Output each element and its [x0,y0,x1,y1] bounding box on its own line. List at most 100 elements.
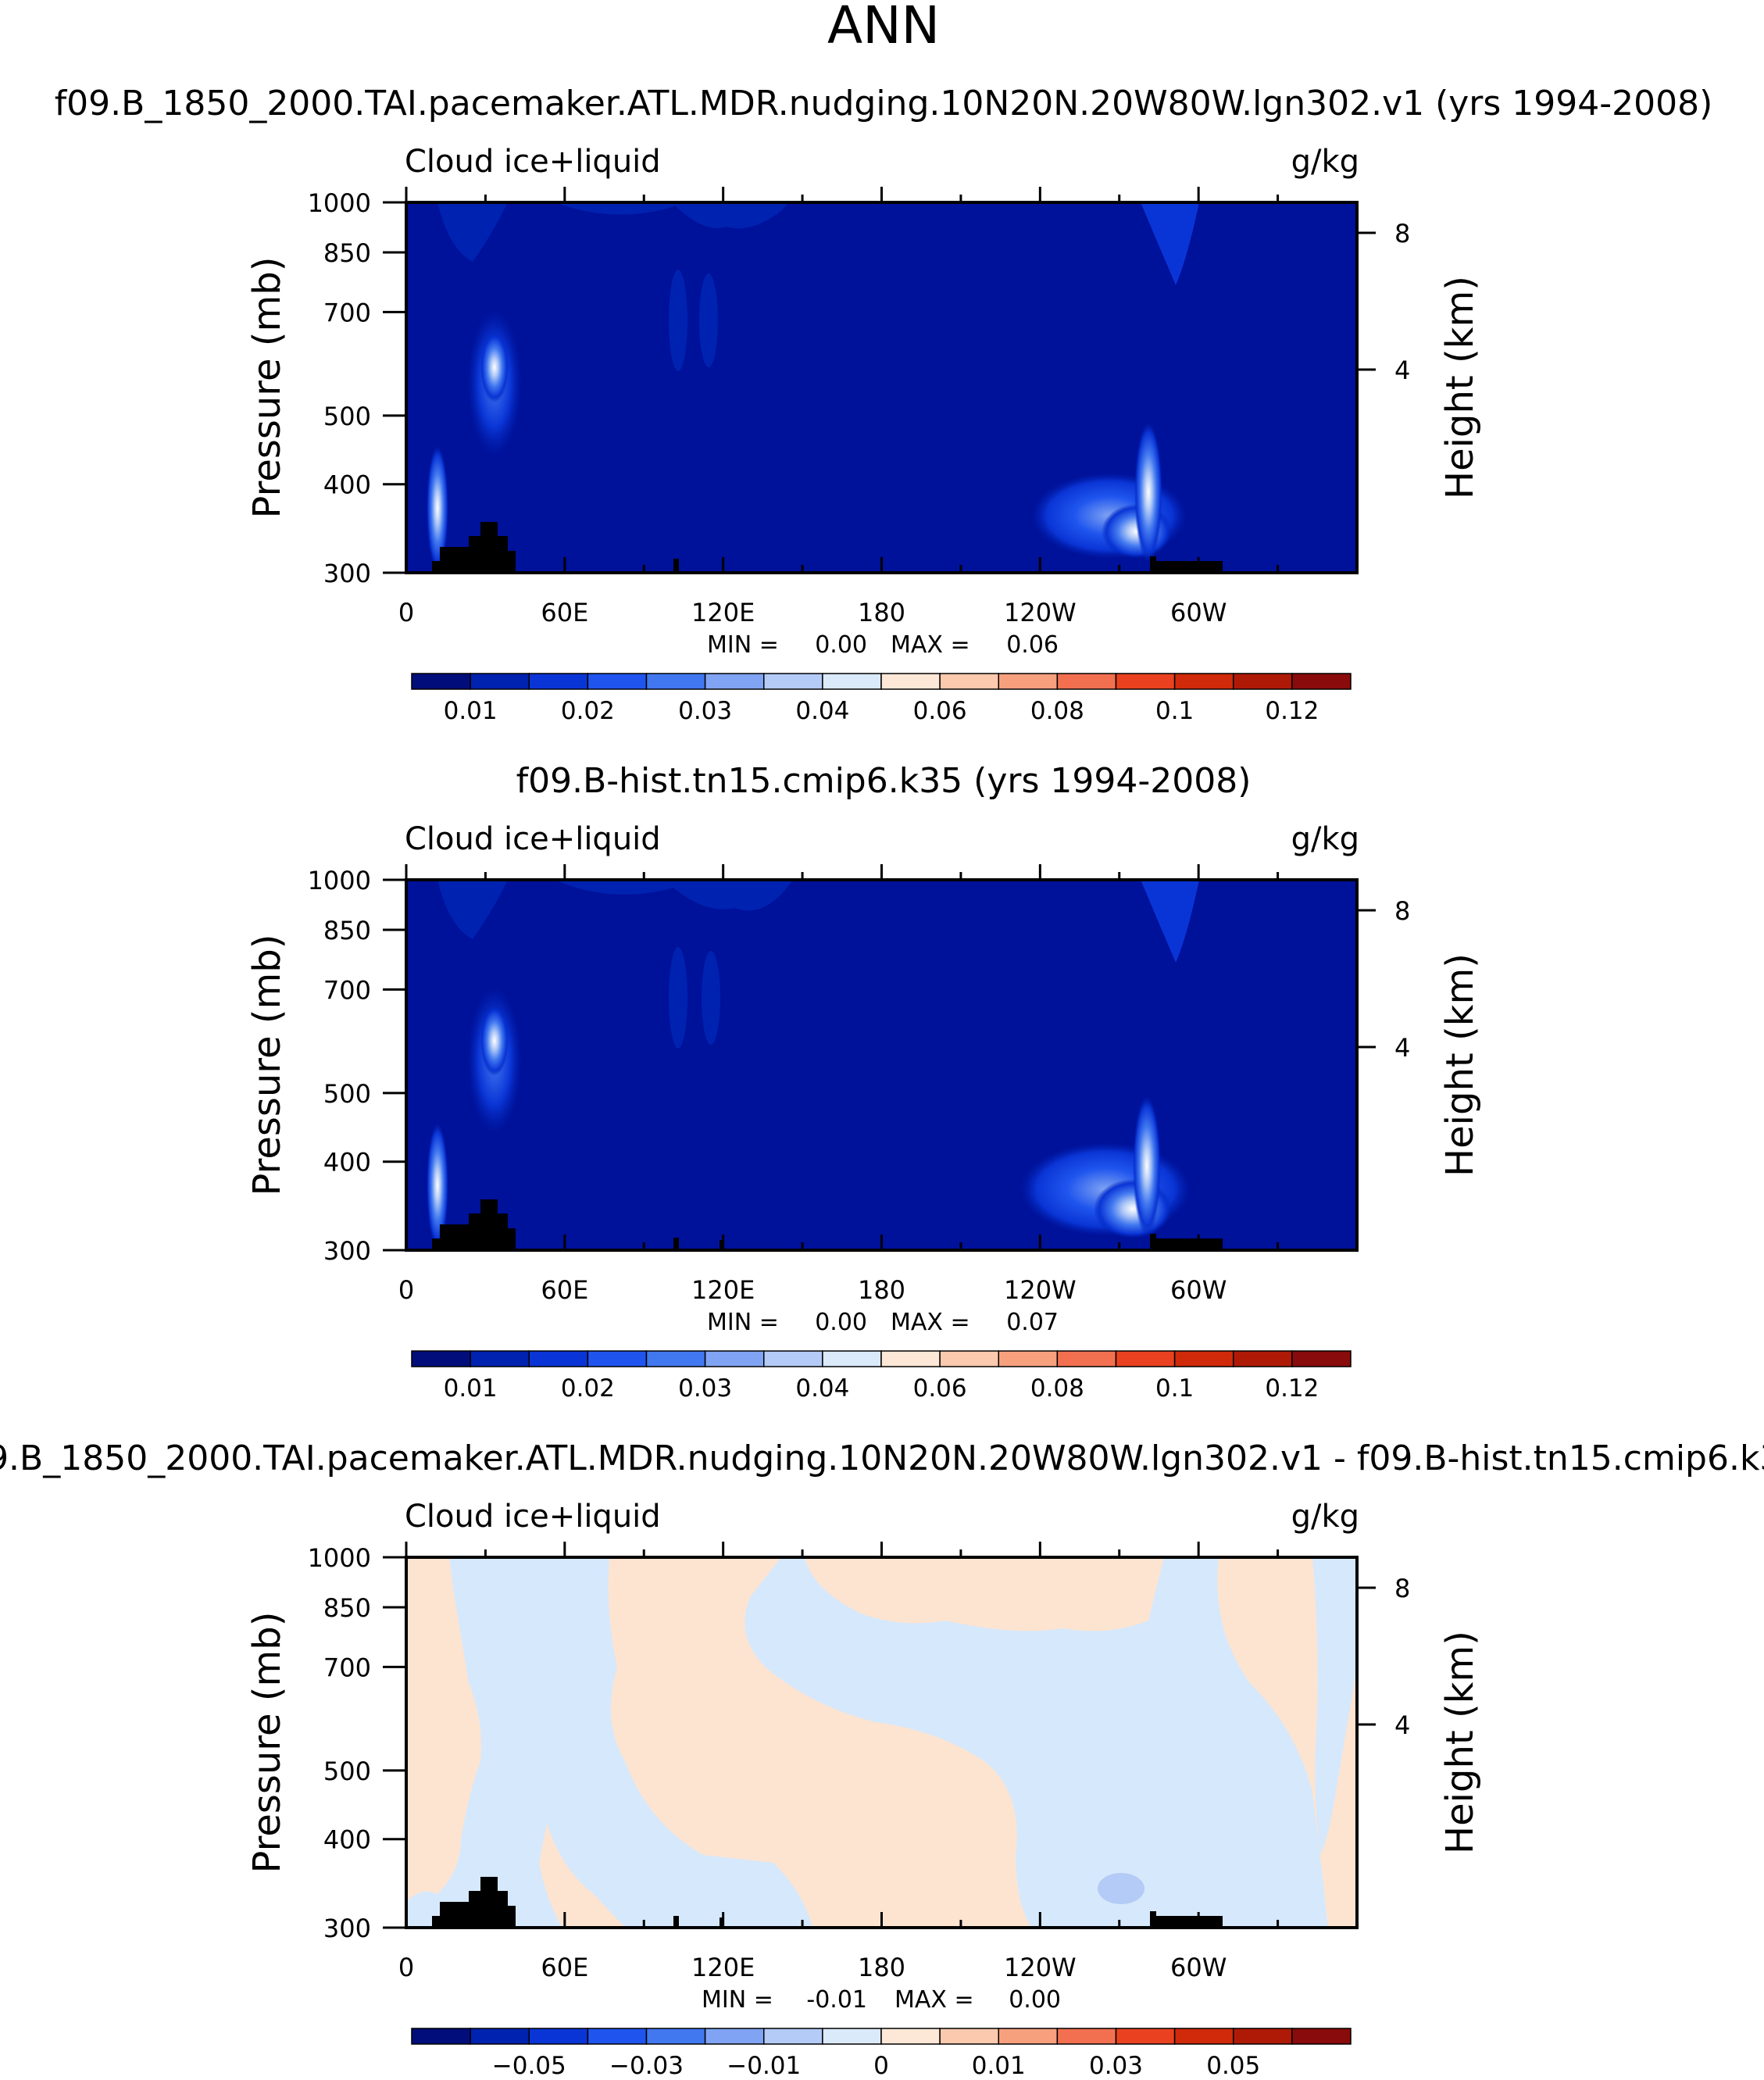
panel-3-ylabel-right: Height (km) [1438,1631,1482,1854]
panel-1-colorbar-swatch [822,673,882,690]
panel-2-x-tick-label: 60W [1170,1275,1227,1305]
panel-1-colorbar-swatch [645,673,706,690]
panel-1-ylabel-right: Height (km) [1438,276,1482,499]
panel-3-axes: 0 60E 120E 180 120W 60W 300 400 500 700 850 1000 8 4 [308,1542,1410,1982]
panel-3-x-tick-label: 60E [541,1953,588,1982]
panel-2-colorbar-label: 0.01 [444,1374,498,1403]
panel-3-negative-core [1098,1873,1144,1904]
panel-2-y-tick-label: 300 [323,1236,371,1266]
panel-2-land [1150,1234,1223,1250]
panel-1-land [673,559,679,573]
panel-3-colorbar-swatch [1115,2028,1176,2045]
panel-1-colorbar-swatch [528,673,589,690]
panel-3-land [432,1877,516,1928]
panel-1-title: f09.B_1850_2000.TAI.pacemaker.ATL.MDR.nu… [55,84,1713,123]
panel-1-y-right-tick-label: 8 [1394,219,1410,248]
panel-1-upper-cloud [437,202,508,262]
panel-2-title: f09.B-hist.tn15.cmip6.k35 (yrs 1994-2008… [516,761,1252,801]
panel-2-colorbar-label: 0.08 [1030,1374,1084,1403]
panel-1-upper-cloud [1141,202,1199,285]
panel-2-colorbar-label: 0.1 [1155,1374,1194,1403]
panel-3-land [1150,1911,1223,1928]
panel-2-colorbar-swatch [939,1350,999,1367]
panel-3-colorbar-swatch [528,2028,589,2045]
panel-2: f09.B-hist.tn15.cmip6.k35 (yrs 1994-2008… [245,761,1482,1403]
panel-2-colorbar-swatch [411,1350,471,1367]
panel-3-x-tick-label: 180 [858,1953,905,1982]
panel-2-y-right-tick-label: 8 [1394,896,1410,926]
panel-1-x-tick-label: 180 [858,598,905,627]
panel-2-variable-label: Cloud ice+liquid [405,821,661,857]
panel-1-field [406,202,1357,573]
panel-2-colorbar-swatch [1233,1350,1293,1367]
panel-3-y-tick-label: 850 [323,1593,371,1623]
panel-2-land [432,1199,516,1250]
panel-3-colorbar-swatch [470,2028,530,2045]
panel-1-min-value: 0.00 [815,631,867,659]
panel-2-colorbar-swatch [1115,1350,1176,1367]
panel-2-upper-cloud [437,880,508,939]
panel-2-land [673,1238,679,1250]
panel-3-x-tick-label: 60W [1170,1953,1227,1982]
panel-2-colorbar: 0.01 0.02 0.03 0.04 0.06 0.08 0.1 0.12 [411,1350,1352,1403]
panel-3-colorbar-swatch [939,2028,999,2045]
panel-2-colorbar-swatch [704,1350,765,1367]
panel-3-y-tick-label: 400 [323,1825,371,1855]
panel-3-colorbar: −0.05 −0.03 −0.01 0 0.01 0.03 0.05 [411,2028,1352,2080]
panel-2-y-tick-label: 1000 [308,866,371,895]
panel-3-colorbar-swatch [587,2028,648,2045]
panel-1-x-tick-label: 0 [398,598,414,627]
panel-3-ylabel: Pressure (mb) [245,1612,289,1874]
panel-1-field-background [406,202,1357,573]
panel-3-y-right-tick-label: 8 [1394,1574,1410,1603]
panel-3-negative-region [1312,1557,1357,1855]
panel-3-x-tick-label: 0 [398,1953,414,1982]
panel-1-colorbar-swatch [939,673,999,690]
panel-3-colorbar-label: −0.03 [609,2052,684,2076]
panel-1-colorbar-label: 0.01 [444,697,498,725]
panel-2-cloud-core [1133,1095,1161,1236]
panel-2-x-tick-label: 0 [398,1275,414,1305]
panel-1-x-tick-label: 120E [691,598,755,627]
panel-3-y-tick-label: 1000 [308,1543,371,1573]
panel-2-colorbar-swatch [470,1350,530,1367]
panel-3-y-right-tick-label: 4 [1394,1710,1410,1740]
panel-2-land [720,1240,724,1250]
panel-2-units-label: g/kg [1291,821,1359,857]
panel-2-colorbar-label: 0.02 [561,1374,615,1403]
panel-1-land [432,522,516,573]
panel-3-land [720,1917,724,1928]
panel-2-y-right-tick-label: 4 [1394,1033,1410,1063]
panel-1-colorbar-swatch [411,673,471,690]
panel-1-colorbar-label: 0.08 [1030,697,1084,725]
panel-1-colorbar-swatch [1291,673,1352,690]
panel-2-max-label: MAX = [891,1309,970,1336]
panel-3-y-tick-label: 500 [323,1757,371,1786]
panel-2-y-tick-label: 500 [323,1079,371,1109]
panel-1-variable-label: Cloud ice+liquid [405,144,661,180]
panel-3-colorbar-label: −0.01 [727,2052,801,2076]
panel-2-cloud-core [480,1006,509,1076]
panel-1-colorbar-swatch [998,673,1059,690]
panel-1-land [1150,556,1223,573]
panel-1-max-value: 0.06 [1006,631,1059,659]
panel-1-colorbar-label: 0.06 [913,697,967,725]
panel-3-colorbar-swatch [1233,2028,1293,2045]
panel-1-units-label: g/kg [1291,144,1359,180]
panel-2-cloud-core [427,1123,448,1248]
panel-1-upper-cloud [555,202,687,215]
panel-2-ylabel: Pressure (mb) [245,935,289,1196]
panel-1-colorbar-swatch [704,673,765,690]
panel-3-min-value: -0.01 [806,1986,867,2014]
panel-1-colorbar-swatch [470,673,530,690]
panel-2-field [406,880,1357,1250]
panel-2-colorbar-swatch [763,1350,823,1367]
panel-3-units-label: g/kg [1291,1499,1359,1535]
panel-2-colorbar-label: 0.03 [678,1374,732,1403]
panel-3-colorbar-label: 0.05 [1206,2052,1260,2076]
panel-3-negative-region [539,1824,625,1928]
panel-1: f09.B_1850_2000.TAI.pacemaker.ATL.MDR.nu… [55,84,1713,725]
panel-1-axes: 0 60E 120E 180 120W 60W 300 400 500 700 850 1000 8 4 [308,187,1410,627]
panel-1-y-tick-label: 1000 [308,188,371,218]
panel-3-max-label: MAX = [894,1986,974,2014]
